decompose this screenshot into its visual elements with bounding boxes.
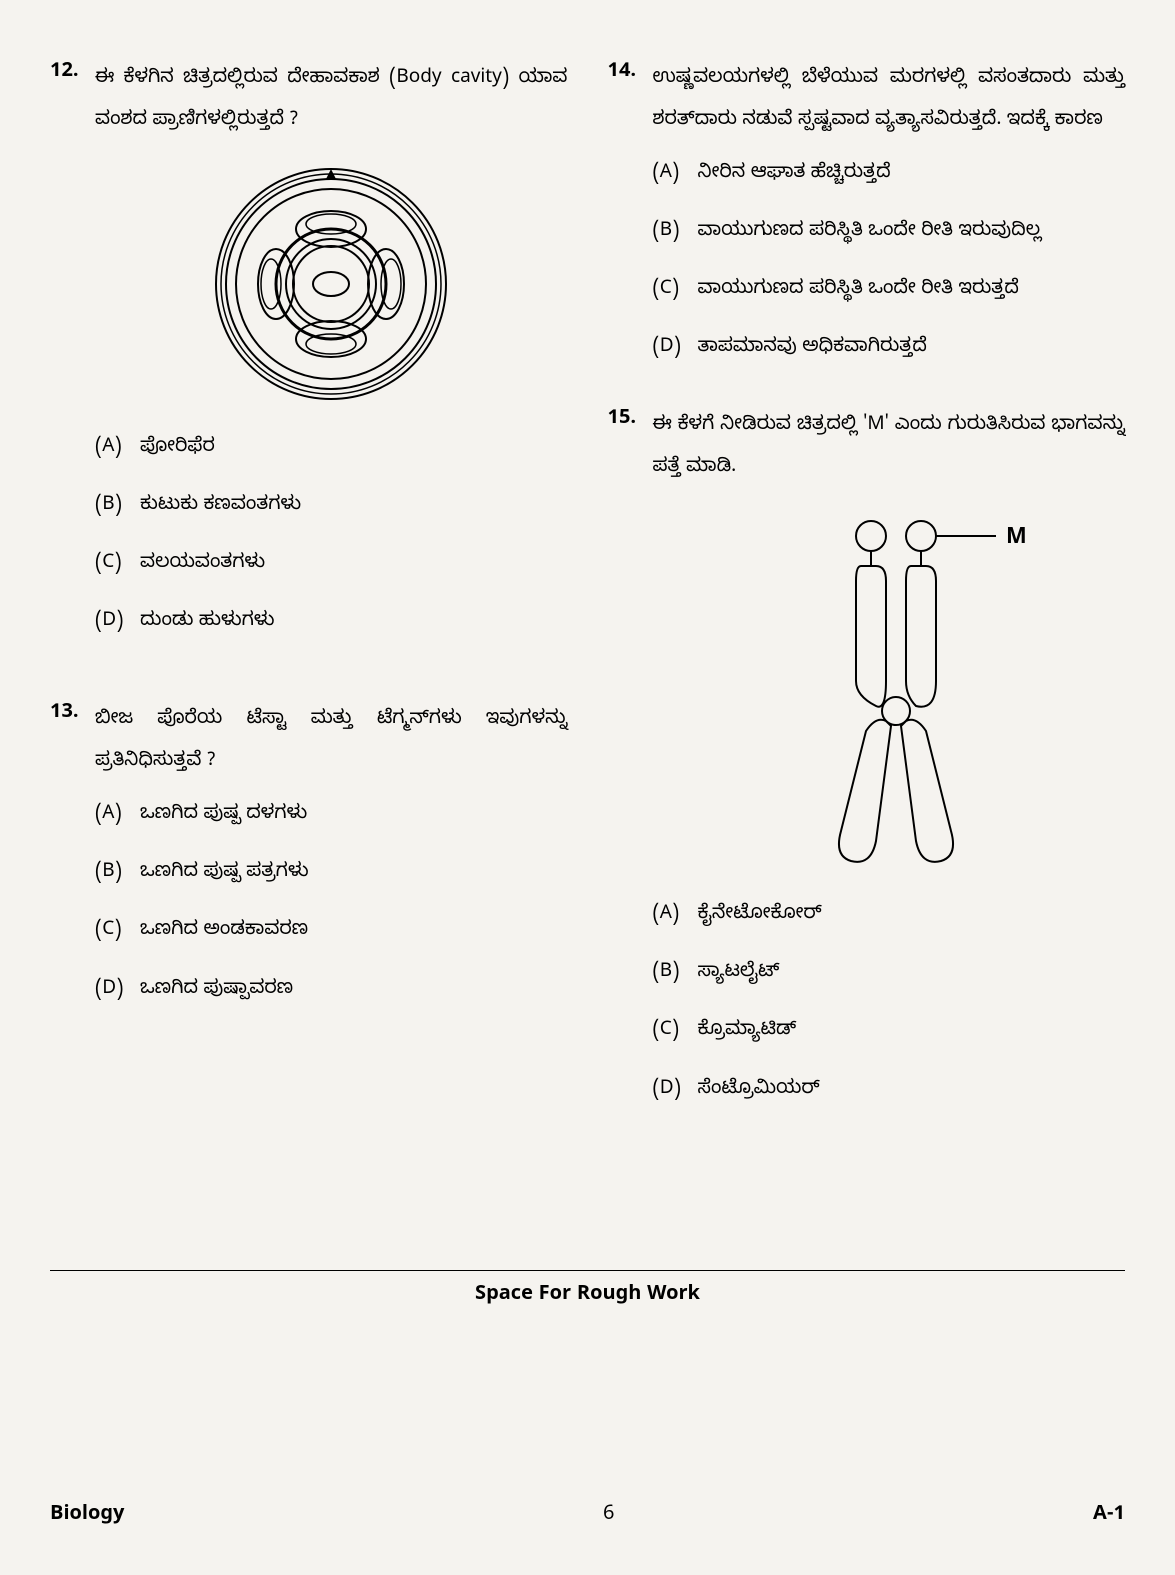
q12-option-c: (C) ವಲಯವಂತಗಳು xyxy=(95,549,568,583)
option-text: ದುಂಡು ಹುಳುಗಳು xyxy=(140,607,568,641)
option-text: ಸ್ಯಾಟಲೈಟ್ xyxy=(698,958,1126,992)
q12-diagram xyxy=(95,164,568,413)
footer-subject: Biology xyxy=(50,1503,124,1530)
option-label: (C) xyxy=(95,549,130,583)
footer-code: A-1 xyxy=(1093,1503,1125,1530)
footer: Biology 6 A-1 xyxy=(50,1503,1125,1530)
option-text: ಒಣಗಿದ ಪುಷ್ಪಾವರಣ xyxy=(140,975,568,1009)
q14-option-a: (A) ನೀರಿನ ಆಘಾತ ಹೆಚ್ಚಿರುತ್ತದೆ xyxy=(653,159,1126,193)
option-text: ಸೆಂಟ್ರೊಮಿಯರ್ xyxy=(698,1075,1126,1109)
option-text: ವಾಯುಗುಣದ ಪರಿಸ್ಥಿತಿ ಒಂದೇ ರೀತಿ ಇರುವುದಿಲ್ಲ xyxy=(698,217,1126,251)
q13-option-c: (C) ಒಣಗಿದ ಅಂಡಕಾವರಣ xyxy=(95,916,568,950)
q15-option-c: (C) ಕ್ರೊಮ್ಯಾಟಿಡ್ xyxy=(653,1016,1126,1050)
q14-number: 14. xyxy=(608,60,643,87)
option-text: ತಾಪಮಾನವು ಅಧಿಕವಾಗಿರುತ್ತದೆ xyxy=(698,333,1126,367)
question-12: 12. ಈ ಕೆಳಗಿನ ಚಿತ್ರದಲ್ಲಿರುವ ದೇಹಾವಕಾಶ (Bod… xyxy=(50,60,568,641)
q13-number: 13. xyxy=(50,701,85,728)
right-column: 14. ಉಷ್ಣವಲಯಗಳಲ್ಲಿ ಬೆಳೆಯುವ ಮರಗಳಲ್ಲಿ ವಸಂತದ… xyxy=(608,60,1126,1260)
question-14: 14. ಉಷ್ಣವಲಯಗಳಲ್ಲಿ ಬೆಳೆಯುವ ಮರಗಳಲ್ಲಿ ವಸಂತದ… xyxy=(608,60,1126,367)
option-label: (A) xyxy=(95,800,130,834)
option-label: (A) xyxy=(653,900,688,934)
q13-text: ಬೀಜ ಪೊರೆಯ ಟೆಸ್ಟಾ ಮತ್ತು ಟೆಗ್ಮನ್‌ಗಳು ಇವುಗಳ… xyxy=(95,701,568,785)
footer-page: 6 xyxy=(603,1503,614,1530)
content-area: 12. ಈ ಕೆಳಗಿನ ಚಿತ್ರದಲ್ಲಿರುವ ದೇಹಾವಕಾಶ (Bod… xyxy=(50,60,1125,1260)
option-text: ಒಣಗಿದ ಪುಷ್ಪ ಪತ್ರಗಳು xyxy=(140,858,568,892)
q12-options: (A) ಪೋರಿಫೆರ (B) ಕುಟುಕು ಕಣವಂತಗಳು (C) ವಲಯವ… xyxy=(95,433,568,642)
option-label: (A) xyxy=(653,159,688,193)
q15-text: ಈ ಕೆಳಗೆ ನೀಡಿರುವ ಚಿತ್ರದಲ್ಲಿ 'M' ಎಂದು ಗುರು… xyxy=(653,407,1126,491)
rough-work-label: Space For Rough Work xyxy=(50,1270,1125,1310)
option-text: ನೀರಿನ ಆಘಾತ ಹೆಚ್ಚಿರುತ್ತದೆ xyxy=(698,159,1126,193)
q12-option-d: (D) ದುಂಡು ಹುಳುಗಳು xyxy=(95,607,568,641)
q13-option-b: (B) ಒಣಗಿದ ಪುಷ್ಪ ಪತ್ರಗಳು xyxy=(95,858,568,892)
option-label: (D) xyxy=(653,333,688,367)
q15-option-a: (A) ಕೈನೇಟೋಕೋರ್ xyxy=(653,900,1126,934)
option-text: ವಾಯುಗುಣದ ಪರಿಸ್ಥಿತಿ ಒಂದೇ ರೀತಿ ಇರುತ್ತದೆ xyxy=(698,275,1126,309)
q15-option-b: (B) ಸ್ಯಾಟಲೈಟ್ xyxy=(653,958,1126,992)
q12-text: ಈ ಕೆಳಗಿನ ಚಿತ್ರದಲ್ಲಿರುವ ದೇಹಾವಕಾಶ (Body ca… xyxy=(95,60,568,144)
m-label: M xyxy=(1006,525,1027,555)
option-label: (B) xyxy=(95,491,130,525)
q12-option-a: (A) ಪೋರಿಫೆರ xyxy=(95,433,568,467)
option-label: (A) xyxy=(95,433,130,467)
option-label: (B) xyxy=(653,217,688,251)
option-text: ವಲಯವಂತಗಳು xyxy=(140,549,568,583)
option-label: (C) xyxy=(653,1016,688,1050)
q15-option-d: (D) ಸೆಂಟ್ರೊಮಿಯರ್ xyxy=(653,1075,1126,1109)
question-13: 13. ಬೀಜ ಪೊರೆಯ ಟೆಸ್ಟಾ ಮತ್ತು ಟೆಗ್ಮನ್‌ಗಳು ಇ… xyxy=(50,701,568,1008)
q14-option-d: (D) ತಾಪಮಾನವು ಅಧಿಕವಾಗಿರುತ್ತದೆ xyxy=(653,333,1126,367)
q15-diagram: M xyxy=(688,511,1126,880)
q15-number: 15. xyxy=(608,407,643,434)
q13-options: (A) ಒಣಗಿದ ಪುಷ್ಪ ದಳಗಳು (B) ಒಣಗಿದ ಪುಷ್ಪ ಪತ… xyxy=(95,800,568,1009)
option-label: (D) xyxy=(653,1075,688,1109)
q14-options: (A) ನೀರಿನ ಆಘಾತ ಹೆಚ್ಚಿರುತ್ತದೆ (B) ವಾಯುಗುಣ… xyxy=(653,159,1126,368)
option-text: ಕೈನೇಟೋಕೋರ್ xyxy=(698,900,1126,934)
left-column: 12. ಈ ಕೆಳಗಿನ ಚಿತ್ರದಲ್ಲಿರುವ ದೇಹಾವಕಾಶ (Bod… xyxy=(50,60,568,1260)
option-label: (D) xyxy=(95,607,130,641)
q13-option-d: (D) ಒಣಗಿದ ಪುಷ್ಪಾವರಣ xyxy=(95,975,568,1009)
question-15: 15. ಈ ಕೆಳಗೆ ನೀಡಿರುವ ಚಿತ್ರದಲ್ಲಿ 'M' ಎಂದು … xyxy=(608,407,1126,1108)
option-text: ಕುಟುಕು ಕಣವಂತಗಳು xyxy=(140,491,568,525)
q15-options: (A) ಕೈನೇಟೋಕೋರ್ (B) ಸ್ಯಾಟಲೈಟ್ (C) ಕ್ರೊಮ್ಯ… xyxy=(653,900,1126,1109)
option-label: (B) xyxy=(95,858,130,892)
q14-text: ಉಷ್ಣವಲಯಗಳಲ್ಲಿ ಬೆಳೆಯುವ ಮರಗಳಲ್ಲಿ ವಸಂತದಾರು … xyxy=(653,60,1126,144)
option-text: ಪೋರಿಫೆರ xyxy=(140,433,568,467)
q12-number: 12. xyxy=(50,60,85,87)
option-text: ಒಣಗಿದ ಅಂಡಕಾವರಣ xyxy=(140,916,568,950)
option-label: (B) xyxy=(653,958,688,992)
q14-option-b: (B) ವಾಯುಗುಣದ ಪರಿಸ್ಥಿತಿ ಒಂದೇ ರೀತಿ ಇರುವುದಿ… xyxy=(653,217,1126,251)
q13-option-a: (A) ಒಣಗಿದ ಪುಷ್ಪ ದಳಗಳು xyxy=(95,800,568,834)
option-label: (C) xyxy=(95,916,130,950)
option-label: (C) xyxy=(653,275,688,309)
q12-option-b: (B) ಕುಟುಕು ಕಣವಂತಗಳು xyxy=(95,491,568,525)
option-text: ಕ್ರೊಮ್ಯಾಟಿಡ್ xyxy=(698,1016,1126,1050)
option-label: (D) xyxy=(95,975,130,1009)
q14-option-c: (C) ವಾಯುಗುಣದ ಪರಿಸ್ಥಿತಿ ಒಂದೇ ರೀತಿ ಇರುತ್ತದ… xyxy=(653,275,1126,309)
option-text: ಒಣಗಿದ ಪುಷ್ಪ ದಳಗಳು xyxy=(140,800,568,834)
